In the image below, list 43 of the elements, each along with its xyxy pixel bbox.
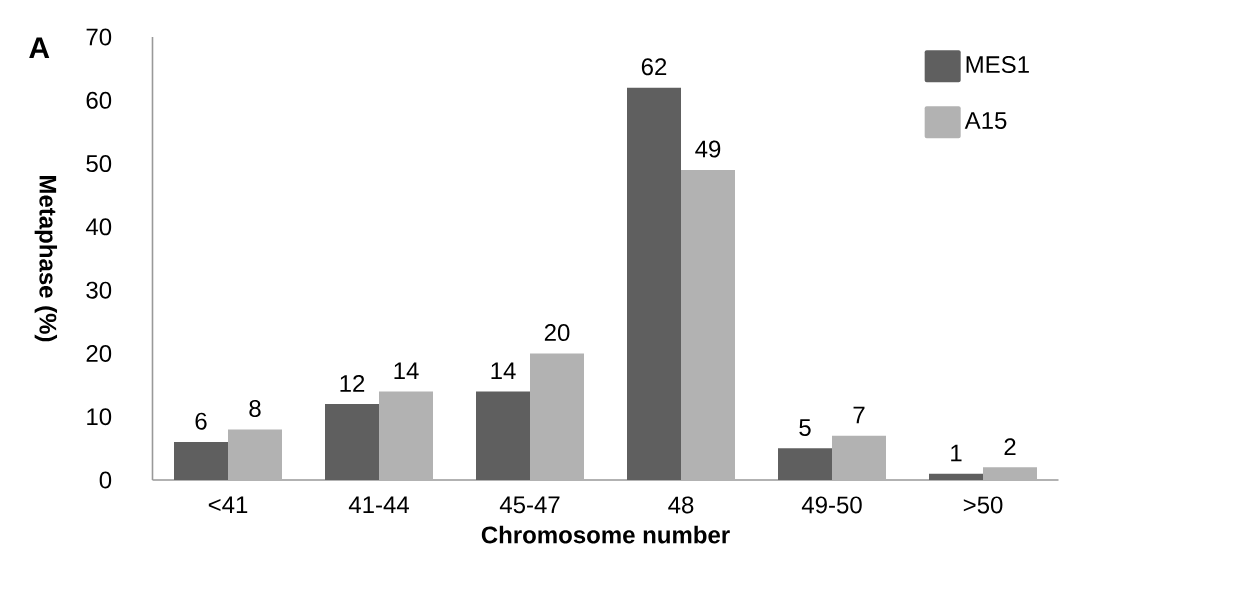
bar bbox=[174, 442, 228, 480]
y-tick-label: 60 bbox=[86, 91, 112, 109]
text: A bbox=[29, 37, 50, 59]
y-tick-label: 30 bbox=[86, 281, 112, 299]
data-label: 2 bbox=[1004, 438, 1016, 455]
bar bbox=[476, 391, 530, 480]
bar bbox=[325, 404, 379, 480]
bar bbox=[929, 473, 984, 480]
bar bbox=[228, 429, 282, 480]
x-tick-label: >50 bbox=[963, 496, 1003, 514]
bar bbox=[778, 448, 833, 480]
data-label: 8 bbox=[249, 399, 261, 417]
x-tick-label: 41-44 bbox=[348, 496, 409, 513]
bar bbox=[681, 169, 736, 480]
bar bbox=[530, 353, 584, 480]
legend-label: MES1 bbox=[966, 56, 1029, 74]
y-tick-label: 10 bbox=[87, 408, 112, 426]
data-label: 49 bbox=[695, 140, 721, 158]
x-tick-label: 48 bbox=[668, 496, 694, 514]
data-label: 1 bbox=[951, 444, 962, 462]
data-label: 14 bbox=[491, 362, 516, 379]
data-label: 12 bbox=[340, 374, 365, 392]
data-label: 20 bbox=[544, 324, 570, 342]
bar bbox=[832, 435, 887, 480]
data-label: 6 bbox=[195, 412, 207, 430]
x-tick-label: <41 bbox=[208, 496, 248, 513]
data-label: 5 bbox=[799, 419, 811, 436]
bar bbox=[379, 391, 433, 480]
data-label: 7 bbox=[853, 406, 865, 424]
data-label: 62 bbox=[641, 58, 667, 76]
x-tick-label: 49-50 bbox=[801, 496, 862, 514]
y-axis-title: Metaphase (%) bbox=[34, 176, 58, 342]
y-tick-label: 70 bbox=[86, 28, 112, 46]
bar bbox=[983, 467, 1038, 480]
y-tick-label: 20 bbox=[86, 344, 112, 362]
bar bbox=[627, 87, 682, 480]
y-tick-label: 40 bbox=[85, 218, 112, 236]
data-label: 14 bbox=[394, 362, 419, 379]
legend-label: A15 bbox=[964, 112, 1007, 129]
y-tick-label: 0 bbox=[99, 471, 112, 489]
x-axis-title: Chromosome number bbox=[481, 525, 730, 544]
x-tick-label: 45-47 bbox=[499, 496, 560, 514]
y-tick-label: 50 bbox=[86, 155, 112, 173]
